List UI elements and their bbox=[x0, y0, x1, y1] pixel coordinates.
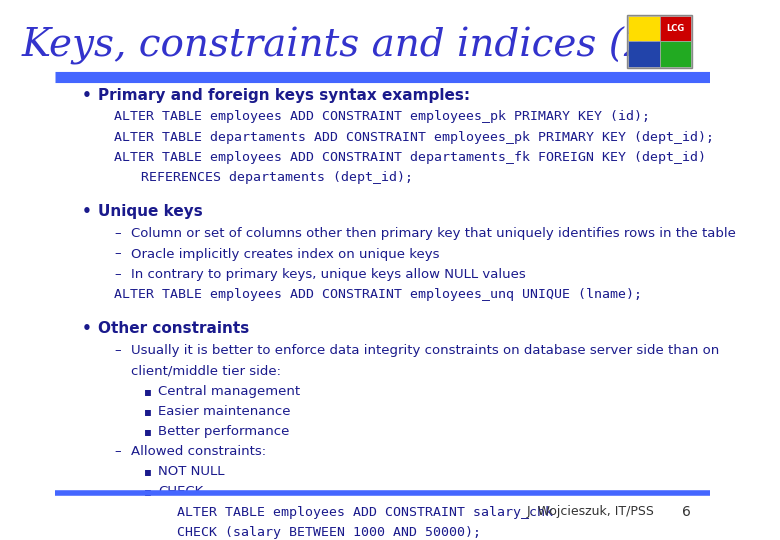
Text: Column or set of columns other then primary key that uniquely identifies rows in: Column or set of columns other then prim… bbox=[131, 227, 736, 240]
Text: Easier maintenance: Easier maintenance bbox=[158, 405, 291, 418]
Text: ▪: ▪ bbox=[144, 465, 152, 478]
Text: •: • bbox=[82, 87, 91, 103]
Text: ALTER TABLE employees ADD CONSTRAINT departaments_fk FOREIGN KEY (dept_id): ALTER TABLE employees ADD CONSTRAINT dep… bbox=[115, 151, 707, 164]
Text: Allowed constraints:: Allowed constraints: bbox=[131, 445, 266, 458]
Text: –: – bbox=[115, 247, 121, 260]
FancyBboxPatch shape bbox=[628, 42, 660, 67]
Text: Primary and foreign keys syntax examples:: Primary and foreign keys syntax examples… bbox=[98, 87, 470, 103]
Text: –: – bbox=[115, 445, 121, 458]
Text: CHECK (salary BETWEEN 1000 AND 50000);: CHECK (salary BETWEEN 1000 AND 50000); bbox=[176, 526, 480, 539]
Text: Better performance: Better performance bbox=[158, 425, 289, 438]
Text: –: – bbox=[115, 227, 121, 240]
Text: ▪: ▪ bbox=[144, 405, 152, 418]
Text: ALTER TABLE employees ADD CONSTRAINT salary_chk: ALTER TABLE employees ADD CONSTRAINT sal… bbox=[176, 505, 552, 518]
Text: –: – bbox=[115, 268, 121, 281]
Text: In contrary to primary keys, unique keys allow NULL values: In contrary to primary keys, unique keys… bbox=[131, 268, 526, 281]
FancyBboxPatch shape bbox=[660, 42, 691, 67]
Text: –: – bbox=[115, 344, 121, 357]
Text: •: • bbox=[82, 205, 91, 219]
Text: Other constraints: Other constraints bbox=[98, 321, 249, 336]
Text: J. Wojcieszuk, IT/PSS: J. Wojcieszuk, IT/PSS bbox=[526, 505, 654, 518]
Text: LCG: LCG bbox=[666, 24, 685, 33]
Text: NOT NULL: NOT NULL bbox=[158, 465, 225, 478]
Text: ALTER TABLE employees ADD CONSTRAINT employees_pk PRIMARY KEY (id);: ALTER TABLE employees ADD CONSTRAINT emp… bbox=[115, 111, 651, 124]
Text: ALTER TABLE departaments ADD CONSTRAINT employees_pk PRIMARY KEY (dept_id);: ALTER TABLE departaments ADD CONSTRAINT … bbox=[115, 131, 714, 144]
Text: 6: 6 bbox=[682, 504, 690, 518]
Text: ▪: ▪ bbox=[144, 384, 152, 397]
Text: REFERENCES departaments (dept_id);: REFERENCES departaments (dept_id); bbox=[140, 171, 413, 184]
Text: Central management: Central management bbox=[158, 384, 300, 397]
Text: Oracle implicitly creates index on unique keys: Oracle implicitly creates index on uniqu… bbox=[131, 247, 439, 260]
Text: Usually it is better to enforce data integrity constraints on database server si: Usually it is better to enforce data int… bbox=[131, 344, 719, 357]
Text: ▪: ▪ bbox=[144, 485, 152, 498]
Text: CHECK: CHECK bbox=[158, 485, 204, 498]
Text: •: • bbox=[82, 321, 91, 336]
FancyBboxPatch shape bbox=[628, 16, 660, 42]
Text: ▪: ▪ bbox=[144, 425, 152, 438]
FancyBboxPatch shape bbox=[660, 16, 691, 42]
Text: Unique keys: Unique keys bbox=[98, 205, 203, 219]
Text: ALTER TABLE employees ADD CONSTRAINT employees_unq UNIQUE (lname);: ALTER TABLE employees ADD CONSTRAINT emp… bbox=[115, 288, 642, 301]
Text: Keys, constraints and indices (2): Keys, constraints and indices (2) bbox=[22, 26, 665, 65]
Text: client/middle tier side:: client/middle tier side: bbox=[131, 364, 281, 377]
